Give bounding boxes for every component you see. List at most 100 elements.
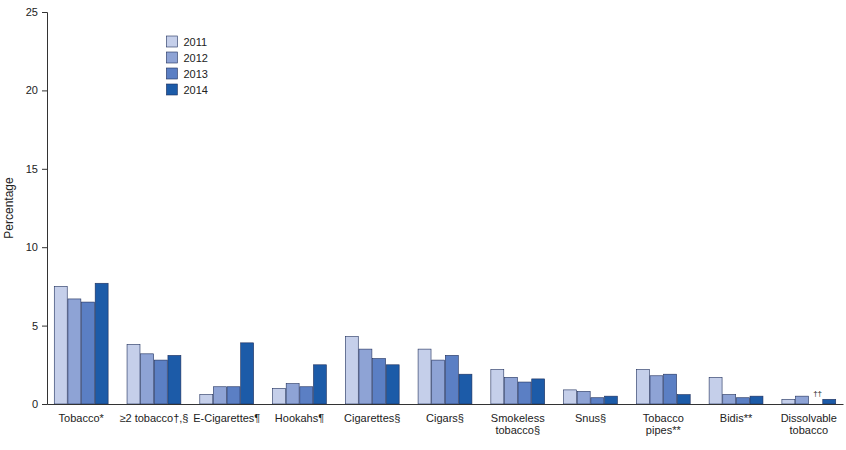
- x-tick: Snus§: [575, 404, 606, 424]
- bar: [664, 374, 677, 404]
- plot: 0 5 10 15 20 25 Tobacco* ≥2 tobacco†,§ E-Cigaret…: [26, 6, 844, 436]
- bar: [359, 349, 372, 404]
- x-tick-label: Tobacco*: [59, 412, 105, 424]
- bar: [313, 365, 326, 404]
- bar: [418, 349, 431, 404]
- bar: [373, 359, 386, 404]
- annotation: ††: [813, 389, 822, 398]
- chart-container: 0 5 10 15 20 25 Tobacco* ≥2 tobacco†,§ E-Cigaret…: [0, 0, 846, 450]
- bar: [604, 396, 617, 404]
- x-axis-line: [48, 404, 844, 405]
- y-tick: 15: [26, 163, 47, 175]
- x-tick-label: Snus§: [575, 412, 606, 424]
- y-axis-title: Percentage: [2, 177, 16, 239]
- bar: [445, 355, 458, 404]
- bar: [82, 302, 95, 404]
- bar: [636, 370, 649, 404]
- y-tick: 20: [26, 84, 47, 96]
- legend-swatch: [166, 84, 177, 95]
- legend-swatch: [166, 52, 177, 63]
- y-tick: 5: [32, 320, 47, 332]
- bar: [823, 399, 836, 404]
- x-tick-label: Smokelesstobacco§: [491, 412, 545, 437]
- y-tick-label: 5: [32, 320, 38, 332]
- x-tick-label: Cigarettes§: [344, 412, 400, 424]
- bar: [459, 374, 472, 404]
- legend-swatch: [166, 36, 177, 47]
- bar: [491, 370, 504, 404]
- bar: [723, 395, 736, 404]
- y-axis-line: [42, 13, 48, 405]
- y-tick-mark: [42, 90, 47, 91]
- y-tick: 0: [32, 398, 47, 410]
- legend-label: 2013: [183, 68, 207, 80]
- bar: [577, 391, 590, 404]
- bar: [564, 390, 577, 404]
- x-tick: Smokelesstobacco§: [491, 404, 545, 436]
- y-tick-label: 10: [26, 241, 38, 253]
- bar: [273, 388, 286, 404]
- bar: [796, 396, 809, 404]
- bar: [677, 395, 690, 404]
- x-tick-label: E-Cigarettes¶: [193, 412, 260, 424]
- x-tick: Bidis**: [720, 404, 753, 424]
- bar: [650, 376, 663, 404]
- bar: [432, 360, 445, 404]
- bar: [300, 387, 313, 404]
- legend-item: 2013: [166, 68, 207, 80]
- x-tick: Cigarettes§: [344, 404, 400, 424]
- y-tick-mark: [42, 12, 47, 13]
- legend: 2011 2012 2013 2014: [166, 36, 207, 96]
- legend-swatch: [166, 68, 177, 79]
- bar: [532, 379, 545, 404]
- x-tick: ≥2 tobacco†,§: [119, 404, 188, 424]
- chart-svg: 0 5 10 15 20 25 Tobacco* ≥2 tobacco†,§ E-Cigaret…: [0, 0, 846, 450]
- bar: [154, 360, 167, 404]
- x-tick: Cigars§: [426, 404, 464, 424]
- bar: [591, 398, 604, 404]
- y-tick: 25: [26, 6, 47, 18]
- x-tick: Dissolvabletobacco: [781, 404, 837, 436]
- bar: [168, 355, 181, 404]
- bar: [54, 286, 67, 404]
- legend-label: 2014: [183, 84, 207, 96]
- legend-label: 2011: [183, 36, 207, 48]
- legend-label: 2012: [183, 52, 207, 64]
- x-tick-label: ≥2 tobacco†,§: [119, 412, 188, 424]
- y-tick-label: 15: [26, 163, 38, 175]
- bar: [241, 343, 254, 404]
- y-tick-label: 25: [26, 6, 38, 18]
- x-tick-label: Hookahs¶: [275, 412, 324, 424]
- y-tick-mark: [42, 404, 47, 405]
- bar: [95, 283, 108, 404]
- bar: [386, 365, 399, 404]
- bar: [736, 398, 749, 404]
- bar: [141, 354, 154, 404]
- x-tick: Hookahs¶: [275, 404, 324, 424]
- y-tick-mark: [42, 326, 47, 327]
- bar: [213, 387, 226, 404]
- x-tick-label: Dissolvabletobacco: [781, 412, 837, 437]
- x-tick: Tobacco*: [59, 404, 105, 424]
- x-tick: Tobaccopipes**: [643, 404, 684, 436]
- legend-item: 2014: [166, 84, 207, 96]
- y-axis: 0 5 10 15 20 25: [26, 6, 48, 410]
- x-axis: Tobacco* ≥2 tobacco†,§ E-Cigarettes¶ Hookah…: [48, 404, 844, 436]
- bar: [286, 384, 299, 404]
- bar: [345, 337, 358, 404]
- bar: [504, 377, 517, 404]
- y-tick-label: 0: [32, 398, 38, 410]
- bar: [127, 344, 140, 404]
- x-tick: E-Cigarettes¶: [193, 404, 260, 424]
- x-tick-label: Cigars§: [426, 412, 464, 424]
- bar: [750, 396, 763, 404]
- bar: [709, 377, 722, 404]
- legend-item: 2011: [166, 36, 207, 48]
- y-tick-mark: [42, 247, 47, 248]
- y-tick-mark: [42, 169, 47, 170]
- bar: [518, 382, 531, 404]
- bars: [54, 283, 835, 404]
- y-tick: 10: [26, 241, 47, 253]
- bar: [782, 399, 795, 404]
- bar: [200, 395, 213, 404]
